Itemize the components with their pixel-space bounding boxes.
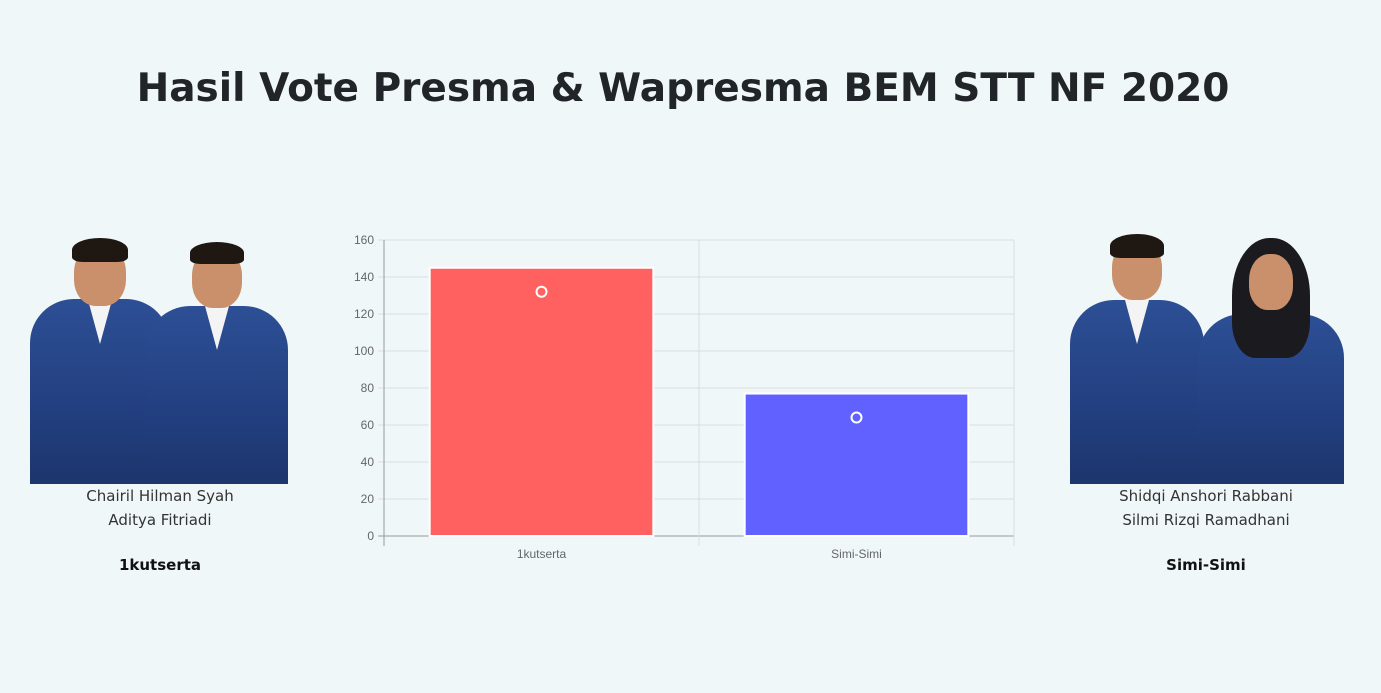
bar-chart-svg: 0 20 40 60 80 100 120 140 160 1kutserta Simi-Simi [354, 233, 1015, 561]
y-tick-label: 20 [361, 492, 375, 506]
candidate-name-vice: Aditya Fitriadi [108, 511, 212, 529]
team-name: 1kutserta [118, 556, 202, 574]
bar-point [850, 411, 863, 424]
y-tick-label: 140 [354, 270, 374, 284]
candidate-photo [1056, 232, 1356, 484]
page-title: Hasil Vote Presma & Wapresma BEM STT NF … [136, 66, 1230, 111]
person-figure [146, 240, 288, 484]
candidate-name-president: Shidqi Anshori Rabbani [1119, 487, 1293, 505]
y-tick-label: 40 [361, 455, 375, 469]
candidate-name-president: Chairil Hilman Syah [86, 487, 234, 505]
vote-chart: 0 20 40 60 80 100 120 140 160 1kutserta Simi-Simi [340, 228, 1030, 572]
y-tick-label: 100 [354, 344, 374, 358]
y-tick-label: 120 [354, 307, 374, 321]
x-tick-label: 1kutserta [517, 547, 567, 561]
candidate-card-2: Shidqi Anshori Rabbani Silmi Rizqi Ramad… [1056, 232, 1356, 574]
x-tick-label: Simi-Simi [831, 547, 882, 561]
candidate-name-vice: Silmi Rizqi Ramadhani [1122, 511, 1290, 529]
y-tick-label: 0 [367, 529, 374, 543]
candidate-card-1: Chairil Hilman Syah Aditya Fitriadi 1kut… [10, 232, 310, 574]
bar [428, 266, 655, 537]
y-tick-label: 80 [361, 381, 375, 395]
y-tick-label: 160 [354, 233, 374, 247]
bar [743, 392, 970, 537]
person-figure [1198, 236, 1344, 484]
y-tick-label: 60 [361, 418, 375, 432]
candidate-photo [10, 232, 310, 484]
bar-point [535, 285, 548, 298]
person-figure [1070, 234, 1204, 484]
team-name: Simi-Simi [1166, 556, 1246, 574]
